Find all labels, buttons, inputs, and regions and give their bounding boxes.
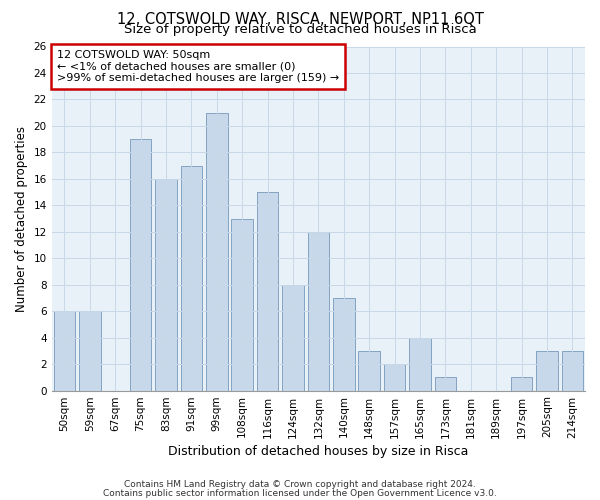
Bar [308, 232, 329, 390]
Bar [511, 378, 532, 390]
Bar [53, 311, 75, 390]
Text: Contains HM Land Registry data © Crown copyright and database right 2024.: Contains HM Land Registry data © Crown c… [124, 480, 476, 489]
Bar [79, 311, 101, 390]
Bar [434, 378, 456, 390]
Bar [384, 364, 406, 390]
Bar [155, 179, 177, 390]
Y-axis label: Number of detached properties: Number of detached properties [15, 126, 28, 312]
Bar [257, 192, 278, 390]
Bar [130, 139, 151, 390]
Bar [536, 351, 557, 391]
Text: Size of property relative to detached houses in Risca: Size of property relative to detached ho… [124, 22, 476, 36]
Bar [409, 338, 431, 390]
Bar [181, 166, 202, 390]
Text: 12, COTSWOLD WAY, RISCA, NEWPORT, NP11 6QT: 12, COTSWOLD WAY, RISCA, NEWPORT, NP11 6… [116, 12, 484, 28]
Bar [232, 218, 253, 390]
Bar [333, 298, 355, 390]
Bar [562, 351, 583, 391]
Text: Contains public sector information licensed under the Open Government Licence v3: Contains public sector information licen… [103, 488, 497, 498]
Bar [282, 284, 304, 391]
Text: 12 COTSWOLD WAY: 50sqm
← <1% of detached houses are smaller (0)
>99% of semi-det: 12 COTSWOLD WAY: 50sqm ← <1% of detached… [57, 50, 339, 83]
X-axis label: Distribution of detached houses by size in Risca: Distribution of detached houses by size … [168, 444, 469, 458]
Bar [358, 351, 380, 391]
Bar [206, 112, 227, 390]
